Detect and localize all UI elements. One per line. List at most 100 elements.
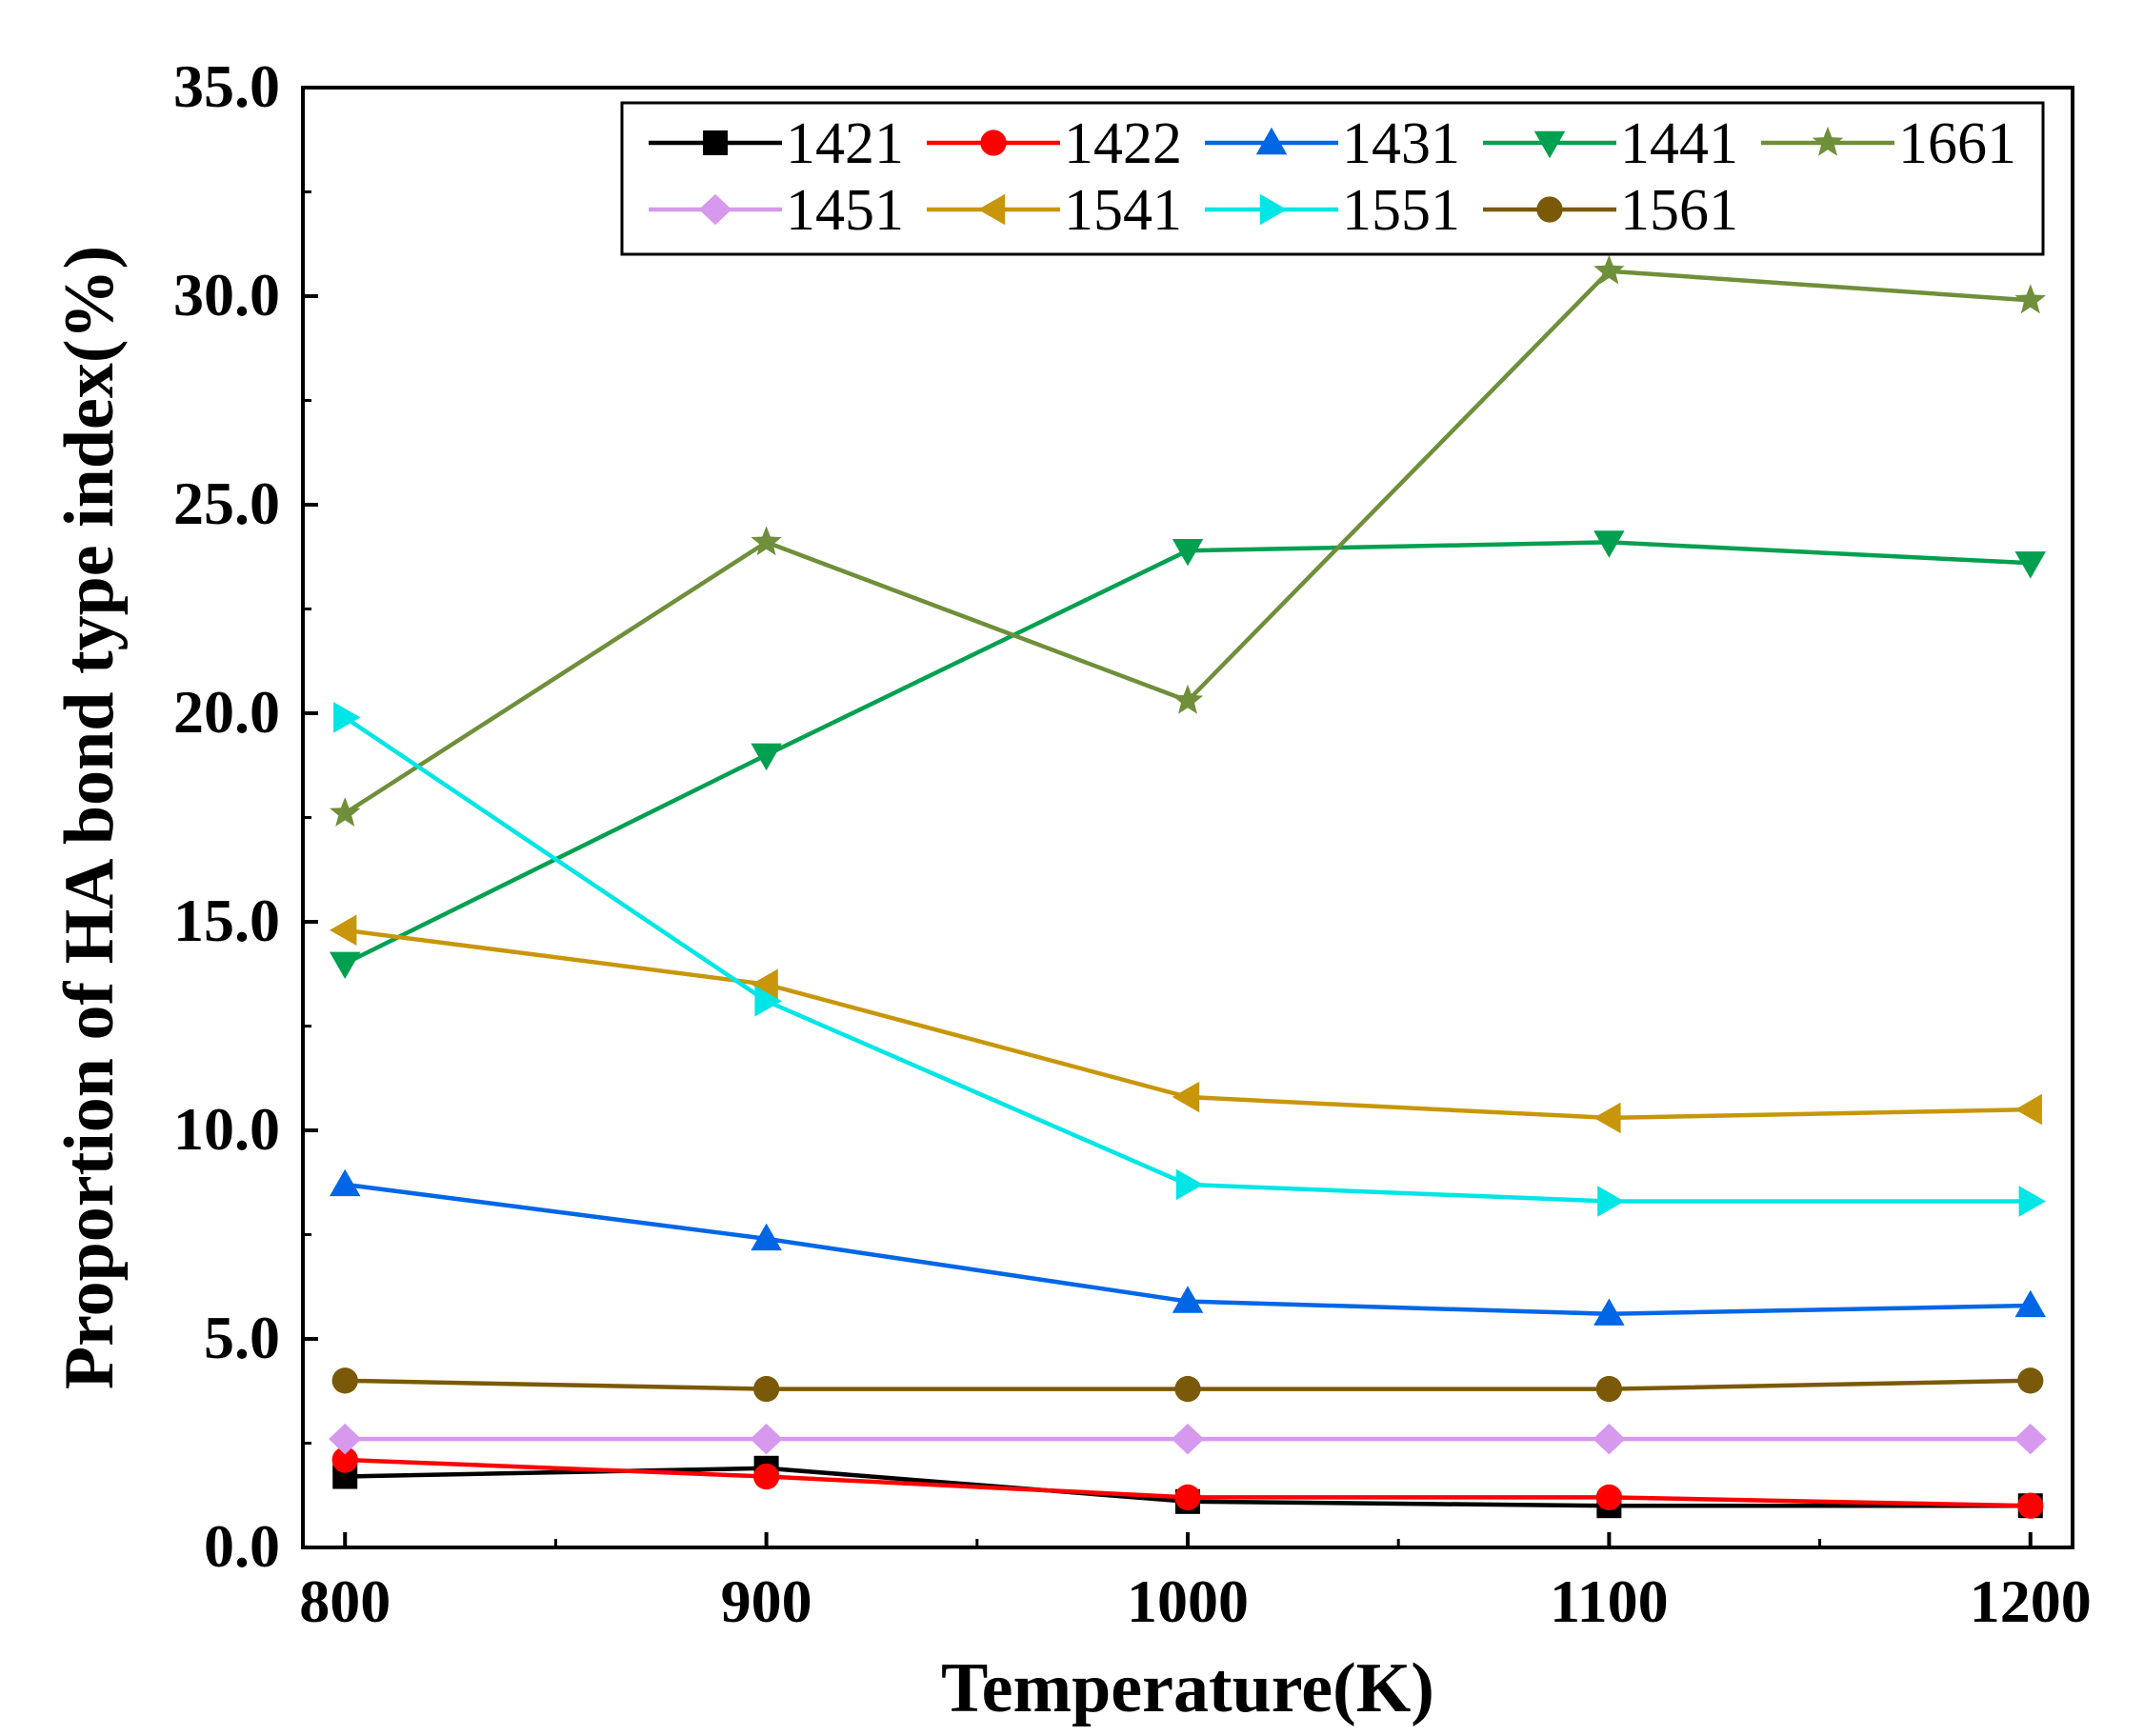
data-point-1661-1200	[2014, 284, 2046, 314]
legend-entry-1421: 1421	[649, 111, 904, 176]
legend-label-1561: 1561	[1620, 178, 1738, 243]
legend-label-1661: 1661	[1898, 111, 2016, 176]
data-point-1441-900	[751, 743, 782, 771]
data-point-1661-1100	[1593, 254, 1625, 285]
data-point-1431-1000	[1172, 1286, 1204, 1313]
series-1451	[329, 1423, 2047, 1455]
axes-layer	[301, 86, 2074, 1549]
series-1561	[331, 1367, 2044, 1403]
data-point-1551-900	[754, 986, 782, 1017]
data-point-1431-1100	[1593, 1298, 1625, 1326]
x-tick-label: 900	[721, 1567, 812, 1635]
legend-box	[620, 101, 2045, 256]
x-axis-title: Temperature(K)	[941, 1649, 1434, 1727]
x-tick-label: 1000	[1127, 1567, 1249, 1635]
data-point-1441-1200	[2014, 551, 2046, 579]
data-point-1422-1000	[1174, 1484, 1201, 1511]
legend-entry-1541: 1541	[927, 178, 1182, 243]
series-1661	[330, 254, 2046, 827]
legend-label-1421: 1421	[786, 111, 904, 176]
labels-layer: 0.0 5.0 10.0 15.0 20.0 25.0 30.0 35.0 800 900 1000…	[50, 52, 2092, 1727]
data-point-1422-1100	[1595, 1484, 1623, 1511]
data-point-1451-1000	[1171, 1423, 1205, 1455]
x-tick-label: 1100	[1550, 1567, 1668, 1635]
legend-marker-1441	[1533, 130, 1566, 159]
legend-label-1422: 1422	[1064, 111, 1182, 176]
data-point-1441-800	[330, 951, 361, 979]
legend-label-1551: 1551	[1342, 178, 1460, 243]
y-tick-label: 15.0	[173, 887, 280, 954]
series-line-1441	[344, 540, 2031, 966]
legend-marker-1661	[1812, 126, 1844, 156]
legend-entry-1661: 1661	[1761, 111, 2016, 176]
data-point-1422-1200	[2017, 1492, 2044, 1519]
series-layer	[329, 254, 2047, 1519]
series-1422	[331, 1447, 2044, 1519]
legend-entry-1431: 1431	[1205, 111, 1460, 176]
legend-entry-1441: 1441	[1483, 111, 1738, 176]
y-tick-label: 0.0	[204, 1512, 280, 1580]
y-axis-title: Proportion of HA bond type index(%)	[50, 246, 129, 1389]
legend-entry-1422: 1422	[927, 111, 1182, 176]
data-point-1561-1000	[1174, 1375, 1201, 1403]
data-point-1561-800	[331, 1367, 358, 1394]
data-point-1422-900	[752, 1463, 780, 1490]
legend-label-1431: 1431	[1342, 111, 1460, 176]
data-point-1561-1200	[2017, 1367, 2044, 1394]
data-point-1661-900	[751, 526, 782, 556]
data-point-1441-1100	[1593, 530, 1625, 558]
data-point-1551-800	[333, 702, 361, 733]
data-point-1561-900	[752, 1375, 780, 1403]
legend-marker-1541	[977, 193, 1006, 226]
y-tick-label: 5.0	[204, 1304, 280, 1371]
legend-label-1451: 1451	[786, 178, 904, 243]
data-point-1441-1000	[1172, 539, 1204, 567]
legend-layer: 1421 1422 1431 1441 1661 1451 1541 1551 1561	[620, 101, 2045, 256]
data-point-1431-800	[330, 1168, 361, 1197]
data-point-1551-1000	[1175, 1168, 1204, 1201]
data-point-1561-1100	[1595, 1375, 1623, 1403]
legend-marker-1422	[980, 130, 1007, 156]
legend-entry-1561: 1561	[1483, 178, 1738, 243]
series-1431	[330, 1168, 2046, 1326]
data-point-1422-800	[331, 1447, 358, 1473]
legend-marker-1431	[1255, 127, 1288, 155]
data-point-1451-1100	[1593, 1423, 1626, 1455]
data-point-1661-1000	[1172, 684, 1204, 714]
legend-marker-1421	[703, 130, 728, 155]
data-point-1451-800	[329, 1423, 362, 1455]
legend-entry-1451: 1451	[649, 178, 904, 243]
data-point-1431-900	[751, 1223, 782, 1251]
series-1541	[330, 914, 2042, 1134]
x-tick-label: 800	[299, 1567, 391, 1635]
legend-label-1541: 1541	[1064, 178, 1182, 243]
y-tick-label: 35.0	[173, 52, 280, 120]
series-1441	[330, 530, 2046, 979]
data-point-1551-1100	[1597, 1186, 1625, 1217]
data-point-1451-1200	[2014, 1423, 2047, 1455]
series-line-1551	[343, 715, 2031, 1204]
data-point-1661-800	[330, 797, 361, 827]
legend-label-1441: 1441	[1620, 111, 1738, 176]
data-point-1551-1200	[2018, 1186, 2046, 1217]
data-point-1431-1200	[2014, 1289, 2046, 1318]
data-point-1541-1200	[2014, 1093, 2042, 1126]
data-point-1541-800	[330, 914, 357, 946]
series-1551	[333, 702, 2046, 1217]
legend-marker-1451	[698, 193, 732, 226]
plot-frame	[301, 86, 2074, 1549]
y-tick-label: 10.0	[173, 1095, 280, 1163]
legend-entry-1551: 1551	[1205, 178, 1460, 243]
x-tick-label: 1200	[1970, 1567, 2092, 1635]
data-point-1541-900	[751, 968, 778, 1000]
y-tick-label: 20.0	[173, 678, 280, 746]
legend-marker-1561	[1536, 196, 1563, 223]
legend-marker-1551	[1259, 193, 1288, 226]
data-point-1541-1000	[1172, 1081, 1200, 1113]
y-tick-label: 25.0	[173, 469, 280, 537]
data-point-1541-1100	[1593, 1102, 1621, 1134]
y-tick-label: 30.0	[173, 261, 280, 329]
data-point-1451-900	[750, 1423, 783, 1455]
